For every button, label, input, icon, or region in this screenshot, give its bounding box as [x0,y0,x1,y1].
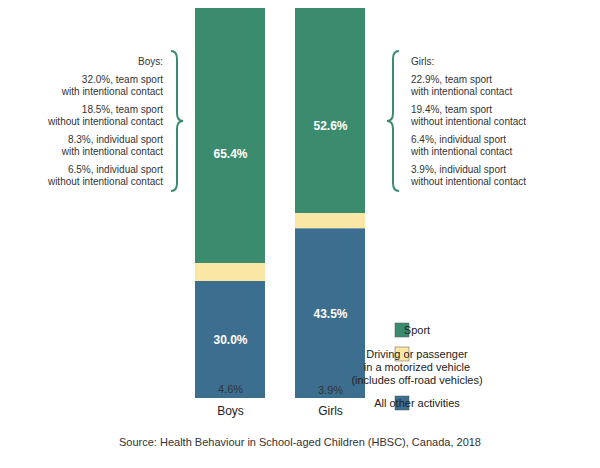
svg-text:Girls:22.9%, team sportwith in: Girls:22.9%, team sportwith intentional … [410,56,526,187]
svg-text:30.0%: 30.0% [213,333,247,347]
svg-text:Boys:32.0%, team sportwith int: Boys:32.0%, team sportwith intentional c… [47,56,163,187]
svg-text:Sport: Sport [404,324,430,336]
svg-text:Girls: Girls [318,404,343,418]
svg-text:Boys: Boys [217,404,244,418]
svg-text:3.9%: 3.9% [318,384,343,396]
svg-text:4.6%: 4.6% [218,383,243,395]
svg-text:43.5%: 43.5% [313,307,347,321]
svg-text:52.6%: 52.6% [313,119,347,133]
svg-text:Driving or passengerin a motor: Driving or passengerin a motorized vehic… [351,348,482,386]
svg-text:65.4%: 65.4% [213,147,247,161]
html-text:Source: Health Behaviour in Sc: Source: Health Behaviour in School-aged … [119,436,481,448]
svg-text:All other activities: All other activities [374,397,460,409]
